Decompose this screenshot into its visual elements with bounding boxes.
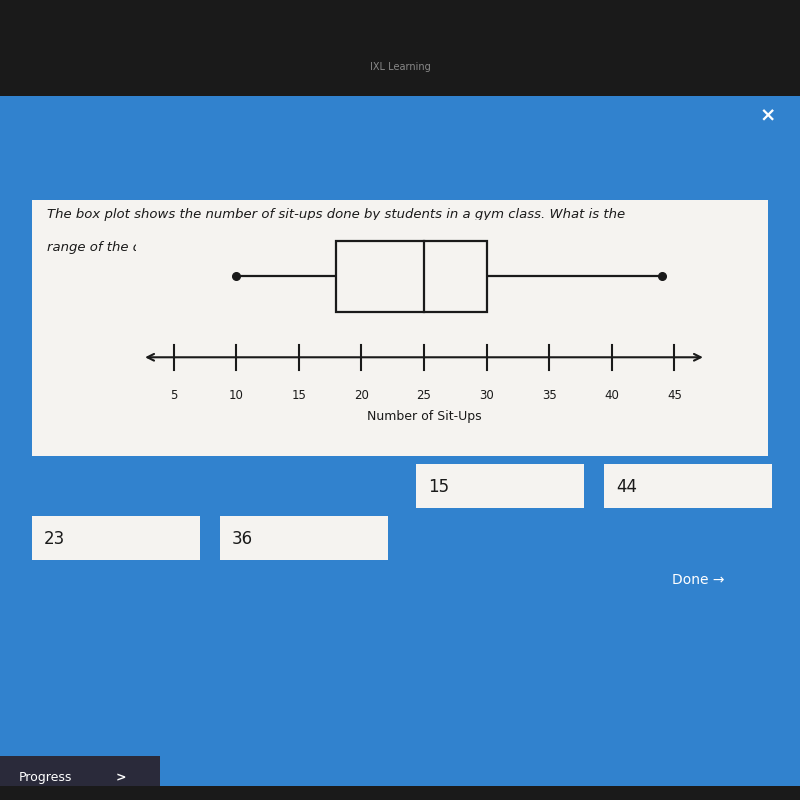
- Text: 45: 45: [667, 389, 682, 402]
- Text: range of the data?: range of the data?: [46, 241, 170, 254]
- Text: 25: 25: [417, 389, 431, 402]
- Bar: [336, 241, 486, 311]
- Text: Done →: Done →: [672, 573, 725, 587]
- Text: Progress: Progress: [19, 771, 73, 785]
- Text: 20: 20: [354, 389, 369, 402]
- Text: ×: ×: [760, 106, 776, 126]
- Text: 35: 35: [542, 389, 557, 402]
- Text: 30: 30: [479, 389, 494, 402]
- Text: 15: 15: [291, 389, 306, 402]
- Text: 15: 15: [428, 478, 449, 496]
- Text: 40: 40: [604, 389, 619, 402]
- Text: 10: 10: [229, 389, 244, 402]
- Text: The box plot shows the number of sit-ups done by students in a gym class. What i: The box plot shows the number of sit-ups…: [46, 208, 625, 221]
- Text: >: >: [115, 771, 126, 785]
- Text: 23: 23: [44, 530, 65, 548]
- Text: IXL Learning: IXL Learning: [370, 62, 430, 72]
- Text: 5: 5: [170, 389, 178, 402]
- Text: Number of Sit-Ups: Number of Sit-Ups: [366, 410, 482, 423]
- Text: 36: 36: [232, 530, 253, 548]
- Text: 44: 44: [616, 478, 637, 496]
